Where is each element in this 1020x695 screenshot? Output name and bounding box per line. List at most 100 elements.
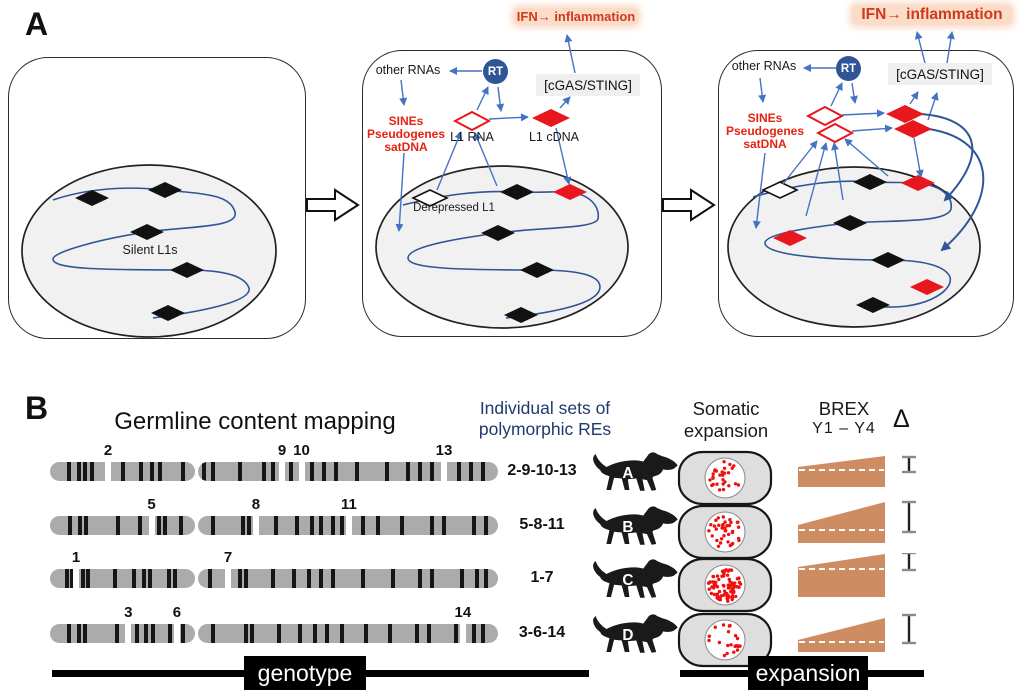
- chromosome-band: [319, 515, 323, 535]
- chromosome-band: [150, 623, 155, 643]
- chromosome-segment: [50, 623, 195, 643]
- ifn-inflammation-label-2: IFN→ inflammation: [852, 5, 1012, 25]
- chromosome-band: [325, 623, 329, 643]
- chromosome-band: [457, 461, 461, 481]
- brex-header: BREX Y1 – Y4: [800, 398, 888, 439]
- chromosome-band: [310, 461, 314, 481]
- chromosome-band: [430, 461, 434, 481]
- chromosome-band: [116, 515, 121, 535]
- polymorphic-re-gap: [345, 515, 352, 535]
- chromosome-band: [69, 568, 74, 588]
- chromosome-band: [376, 515, 380, 535]
- pseudogenes-label-2: Pseudogenes: [725, 124, 805, 138]
- chromosome-band: [418, 568, 422, 588]
- chromosome-band: [331, 568, 335, 588]
- germline-title: Germline content mapping: [114, 408, 396, 435]
- chromosome-band: [181, 461, 186, 481]
- chromosome-band: [481, 461, 485, 481]
- chromosome-band: [484, 515, 488, 535]
- chromosome-band: [172, 568, 177, 588]
- chromosome-band: [355, 461, 359, 481]
- somatic-header-line2: expansion: [683, 419, 769, 441]
- pathway-arrows: [306, 31, 985, 252]
- chromosome-band: [340, 623, 344, 643]
- chromosome-band: [202, 461, 206, 481]
- re-number-label: 13: [435, 442, 453, 459]
- sets-header: Individual sets of polymorphic REs: [460, 398, 630, 439]
- re-number-label: 2: [103, 442, 113, 459]
- chromosome-band: [313, 623, 317, 643]
- chromosome-band: [415, 623, 419, 643]
- chromosome-band: [271, 568, 275, 588]
- delta-error-bar: [902, 613, 916, 645]
- chromosome-band: [244, 623, 248, 643]
- cell-1-nucleus: [21, 164, 277, 338]
- chromosome-band: [82, 623, 87, 643]
- dog-D-icon: D: [593, 614, 678, 653]
- polymorphic-re-gap: [279, 461, 285, 481]
- other-rnas-label: other RNAs: [375, 63, 441, 77]
- re-number-label: 7: [223, 549, 233, 566]
- re-number-label: 14: [454, 604, 472, 621]
- chromosome-band: [156, 515, 161, 535]
- chromosome-band: [78, 515, 83, 535]
- chromosome-band: [385, 461, 389, 481]
- chromosome-band: [135, 623, 139, 643]
- chromosome-band: [322, 461, 326, 481]
- sines-label-2: SINEs: [747, 111, 783, 125]
- chromosome-band: [361, 515, 365, 535]
- sets-header-line1: Individual sets of: [479, 398, 611, 418]
- chromosome-band: [65, 568, 70, 588]
- re-number-label: 9: [277, 442, 287, 459]
- chromosome-band: [137, 515, 142, 535]
- silent-l1-diamonds: [75, 182, 204, 321]
- polymorphic-re-gap: [173, 623, 180, 643]
- chromosome-band: [114, 623, 119, 643]
- chromosome-band: [77, 623, 81, 643]
- l1-cdna-label: L1 cDNA: [528, 130, 580, 144]
- polymorphic-re-gap: [225, 568, 231, 588]
- l1-rna-diamond: [452, 105, 855, 144]
- chromosome-band: [162, 515, 167, 535]
- dog-A-icon: A: [593, 452, 678, 491]
- chromosome-band: [68, 515, 73, 535]
- polymorphic-re-gap: [298, 461, 305, 481]
- polymorphic-re-gap: [441, 461, 447, 481]
- brex-wedge: [798, 502, 885, 543]
- polymorphic-re-gap: [125, 623, 132, 643]
- panel-a-label: A: [25, 6, 49, 42]
- chromosome-band: [208, 568, 212, 588]
- rt-badge-2: RT: [836, 56, 861, 81]
- chromosome-band: [84, 515, 89, 535]
- genotype-tag: genotype: [244, 656, 366, 690]
- svg-text:D: D: [622, 627, 633, 644]
- chromosome-band: [472, 515, 476, 535]
- chromosome-band: [472, 623, 476, 643]
- chromosome-band: [120, 461, 125, 481]
- transition-arrow: [306, 188, 716, 222]
- brex-wedge: [798, 456, 885, 487]
- somatic-cell: [677, 504, 773, 560]
- chromosome-band: [66, 623, 71, 643]
- chromosome-band: [142, 568, 147, 588]
- silent-l1s-label: Silent L1s: [122, 243, 178, 257]
- pseudogenes-label: Pseudogenes: [366, 127, 446, 141]
- chromosome-band: [181, 623, 186, 643]
- chromosome-band: [340, 515, 344, 535]
- chromosome-band: [238, 568, 242, 588]
- chromosome-band: [178, 515, 183, 535]
- expansion-tag: expansion: [748, 656, 868, 690]
- dog-C-icon: C: [593, 559, 678, 598]
- chromosome-segment: [198, 623, 498, 643]
- chromosome-segment: [50, 515, 195, 535]
- cell-2-nucleus: [375, 165, 629, 329]
- delta-error-bar: [902, 553, 916, 572]
- brex-wedge: [798, 618, 885, 652]
- panel-b-label: B: [25, 390, 49, 426]
- chromosome-segment: [198, 461, 498, 481]
- chromosome-band: [238, 461, 242, 481]
- chromosome-band: [319, 568, 323, 588]
- polymorphic-re-gap: [252, 515, 259, 535]
- chromosome-band: [247, 515, 251, 535]
- re-number-label: 8: [251, 496, 261, 513]
